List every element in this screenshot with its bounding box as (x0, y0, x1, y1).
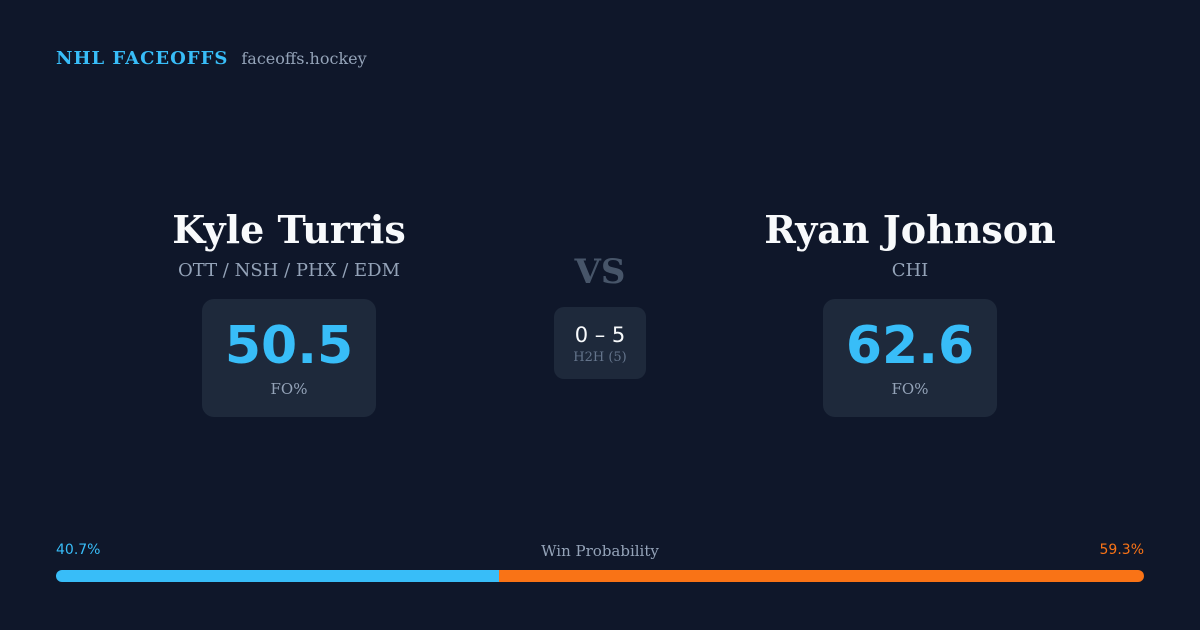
vs-label: VS (574, 252, 626, 292)
h2h-label: H2H (5) (573, 349, 627, 365)
player-left-fo-label: FO% (270, 380, 308, 398)
player-right-panel: Ryan Johnson CHI 62.6 FO% (710, 202, 1110, 417)
win-probability-labels: 40.7% Win Probability 59.3% (56, 542, 1144, 562)
site-url[interactable]: faceoffs.hockey (241, 49, 367, 68)
win-probability-bar (56, 570, 1144, 582)
win-prob-bar-right-segment (498, 570, 1144, 582)
brand-header: NHL FACEOFFS faceoffs.hockey (56, 48, 367, 69)
player-left-fo-value: 50.5 (224, 316, 354, 376)
site-title[interactable]: NHL FACEOFFS (56, 48, 229, 69)
h2h-card: 0 – 5 H2H (5) (554, 307, 646, 379)
win-prob-right-value: 59.3% (1099, 542, 1144, 558)
win-prob-bar-left-segment (56, 570, 499, 582)
player-right-fo-label: FO% (891, 380, 929, 398)
player-right-fo-value: 62.6 (845, 316, 975, 376)
matchup-center: VS 0 – 5 H2H (5) (500, 250, 700, 379)
win-prob-title: Win Probability (541, 542, 659, 560)
player-left-teams: OTT / NSH / PHX / EDM (177, 260, 401, 281)
player-left-panel: Kyle Turris OTT / NSH / PHX / EDM 50.5 F… (89, 202, 489, 417)
player-right-name: Ryan Johnson (764, 207, 1056, 252)
player-left-stat-card: 50.5 FO% (202, 299, 376, 417)
player-right-teams: CHI (891, 260, 929, 281)
player-left-name: Kyle Turris (172, 207, 406, 252)
win-prob-left-value: 40.7% (56, 542, 101, 558)
player-right-stat-card: 62.6 FO% (823, 299, 997, 417)
h2h-score: 0 – 5 (574, 322, 626, 347)
